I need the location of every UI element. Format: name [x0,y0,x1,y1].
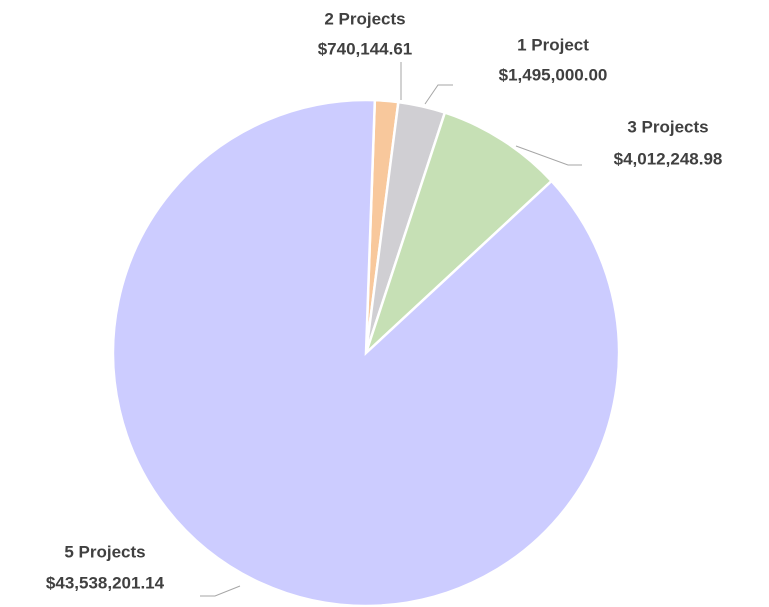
slice-label: 3 Projects [627,117,708,136]
slice-label: 2 Projects [324,9,405,28]
slice-value-label: $1,495,000.00 [499,65,608,84]
slice-label: 5 Projects [64,542,145,561]
slice-label: 1 Project [517,35,589,54]
leader-line [200,585,241,597]
slice-value-label: $4,012,248.98 [614,149,723,168]
leader-line [515,145,582,166]
slice-value-label: $740,144.61 [318,39,413,58]
slice-value-label: $43,538,201.14 [46,573,165,592]
pie-slice [111,98,621,607]
pie-slice [363,111,554,358]
leader-line [424,84,453,105]
